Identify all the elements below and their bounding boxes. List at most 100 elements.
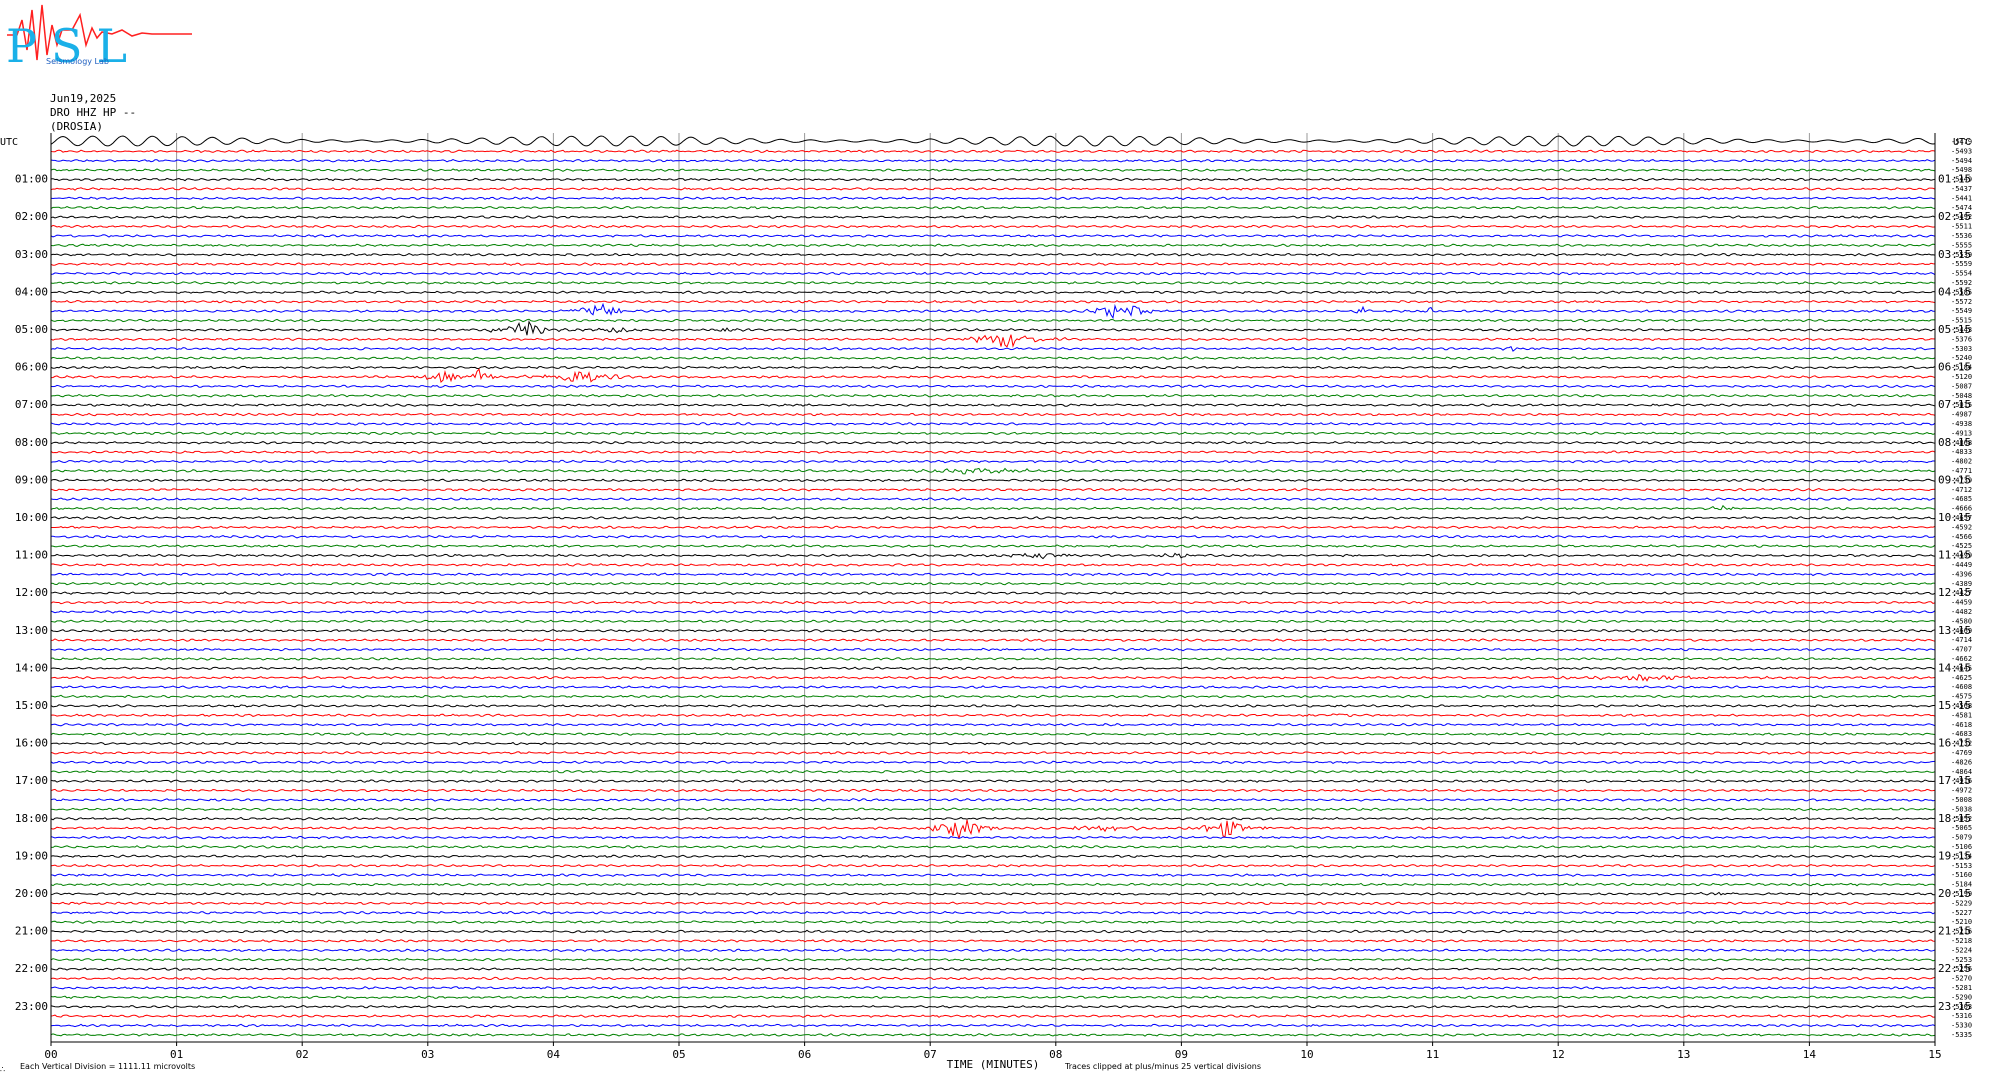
right-hour-label: 09:15 [1938, 473, 1971, 486]
seismogram-trace [50, 497, 1936, 501]
right-hour-label: 01:15 [1938, 173, 1971, 186]
seismogram-trace [50, 666, 1936, 671]
trace-offset-label: -4987 [1951, 411, 1972, 419]
logo-subtext: Seismology Lab [46, 57, 109, 66]
seismogram-trace [50, 929, 1936, 934]
trace-offset-label: -4938 [1951, 420, 1972, 428]
right-utc-label: UTC [1953, 137, 1971, 148]
left-hour-label: 04:00 [15, 285, 48, 298]
left-hour-label: 01:00 [15, 173, 48, 186]
right-hour-label: 19:15 [1938, 849, 1971, 862]
x-tick-label: 00 [44, 1048, 57, 1061]
x-tick-label: 14 [1803, 1048, 1817, 1061]
seismogram-trace [50, 563, 1936, 567]
trace-offset-label: -4662 [1951, 655, 1972, 663]
seismogram-trace [50, 628, 1936, 633]
trace-offset-label: -5216 [1951, 928, 1972, 936]
seismogram-trace [50, 365, 1936, 370]
left-hour-label: 03:00 [15, 248, 48, 261]
trace-offset-label: -4669 [1951, 627, 1972, 635]
seismogram-trace [50, 320, 1936, 336]
seismogram-trace [50, 591, 1936, 595]
seismogram-trace [50, 544, 1936, 548]
seismogram-trace [50, 685, 1936, 689]
seismogram-trace [50, 196, 1936, 201]
x-tick-label: 09 [1175, 1048, 1188, 1061]
trace-offset-label: -5052 [1951, 815, 1972, 823]
right-hour-label: 14:15 [1938, 661, 1971, 674]
seismogram-trace [50, 271, 1936, 276]
trace-offset-label: -5493 [1951, 147, 1972, 155]
trace-offset-label: -5572 [1951, 298, 1972, 306]
seismogram-trace [50, 619, 1936, 624]
left-hour-label: 07:00 [15, 398, 48, 411]
x-tick-label: 12 [1552, 1048, 1565, 1061]
seismogram-trace [50, 467, 1936, 475]
right-hour-label: 23:15 [1938, 1000, 1971, 1013]
trace-offset-label: -4657 [1951, 514, 1972, 522]
left-hour-label: 21:00 [15, 925, 48, 938]
trace-offset-label: -5087 [1951, 382, 1972, 390]
seismogram-trace [50, 135, 1936, 147]
trace-offset-label: -4645 [1951, 664, 1972, 672]
seismogram-trace [50, 967, 1936, 971]
trace-offset-label: -4449 [1951, 561, 1972, 569]
trace-offset-label: -4625 [1951, 674, 1972, 682]
x-tick-label: 03 [421, 1048, 434, 1061]
x-tick-label: 02 [296, 1048, 309, 1061]
seismogram-trace [50, 910, 1936, 915]
left-hour-label: 16:00 [15, 737, 48, 750]
x-tick-label: 07 [924, 1048, 937, 1061]
trace-offset-label: -5270 [1951, 975, 1972, 983]
trace-offset-label: -5160 [1951, 871, 1972, 879]
trace-offset-label: -5253 [1951, 956, 1972, 964]
seismogram-trace [50, 1033, 1936, 1037]
vertical-division-note: Each Vertical Division = 1111.11 microvo… [20, 1062, 195, 1071]
trace-offset-label: -5079 [1951, 834, 1972, 842]
trace-offset-label: -5494 [1951, 157, 1972, 165]
trace-offset-label: -4666 [1951, 505, 1972, 513]
trace-offset-label: -4575 [1951, 693, 1972, 701]
trace-offset-label: -5240 [1951, 354, 1972, 362]
seismogram-trace [50, 478, 1936, 483]
trace-offset-label: -4389 [1951, 580, 1972, 588]
seismogram-trace [50, 920, 1936, 924]
right-hour-label: 17:15 [1938, 774, 1971, 787]
right-hour-label: 21:15 [1938, 925, 1971, 938]
seismogram-trace [50, 234, 1936, 238]
trace-offset-label: -4833 [1951, 448, 1972, 456]
seismogram-trace [50, 205, 1936, 210]
seismogram-trace [50, 779, 1936, 783]
trace-offset-label: -4581 [1951, 711, 1972, 719]
x-tick-label: 11 [1426, 1048, 1439, 1061]
left-hour-label: 06:00 [15, 361, 48, 374]
seismogram-trace [50, 986, 1936, 990]
seismogram-trace [51, 525, 1936, 530]
right-hour-label: 10:15 [1938, 511, 1971, 524]
trace-offset-label: -4864 [1951, 768, 1972, 776]
trace-offset-label: -5199 [1951, 890, 1972, 898]
seismogram-trace [50, 149, 1936, 154]
seismogram-trace [50, 572, 1936, 577]
trace-offset-label: -5539 [1951, 251, 1972, 259]
trace-offset-label: -4580 [1951, 617, 1972, 625]
trace-offset-label: -5184 [1951, 364, 1972, 372]
seismogram-trace [50, 835, 1936, 840]
trace-offset-label: -5048 [1951, 392, 1972, 400]
seismogram-trace [50, 713, 1936, 718]
trace-offset-label: -5106 [1951, 843, 1972, 851]
seismogram-trace [50, 957, 1936, 962]
seismogram-trace [50, 891, 1935, 896]
trace-offset-label: -4568 [1951, 702, 1972, 710]
seismogram-trace [50, 440, 1936, 445]
logo-seismogram-icon [7, 4, 192, 61]
x-tick-label: 06 [798, 1048, 811, 1061]
seismogram-trace [50, 976, 1936, 981]
trace-offset-label: -5015 [1951, 401, 1972, 409]
trace-offset-label: -5303 [1951, 345, 1972, 353]
trace-offset-label: -5492 [1951, 213, 1972, 221]
seismogram-trace [50, 187, 1936, 191]
psl-logo: PSL Seismology Lab [6, 4, 192, 73]
trace-offset-label: -5065 [1951, 824, 1972, 832]
seismogram-trace [50, 290, 1936, 295]
